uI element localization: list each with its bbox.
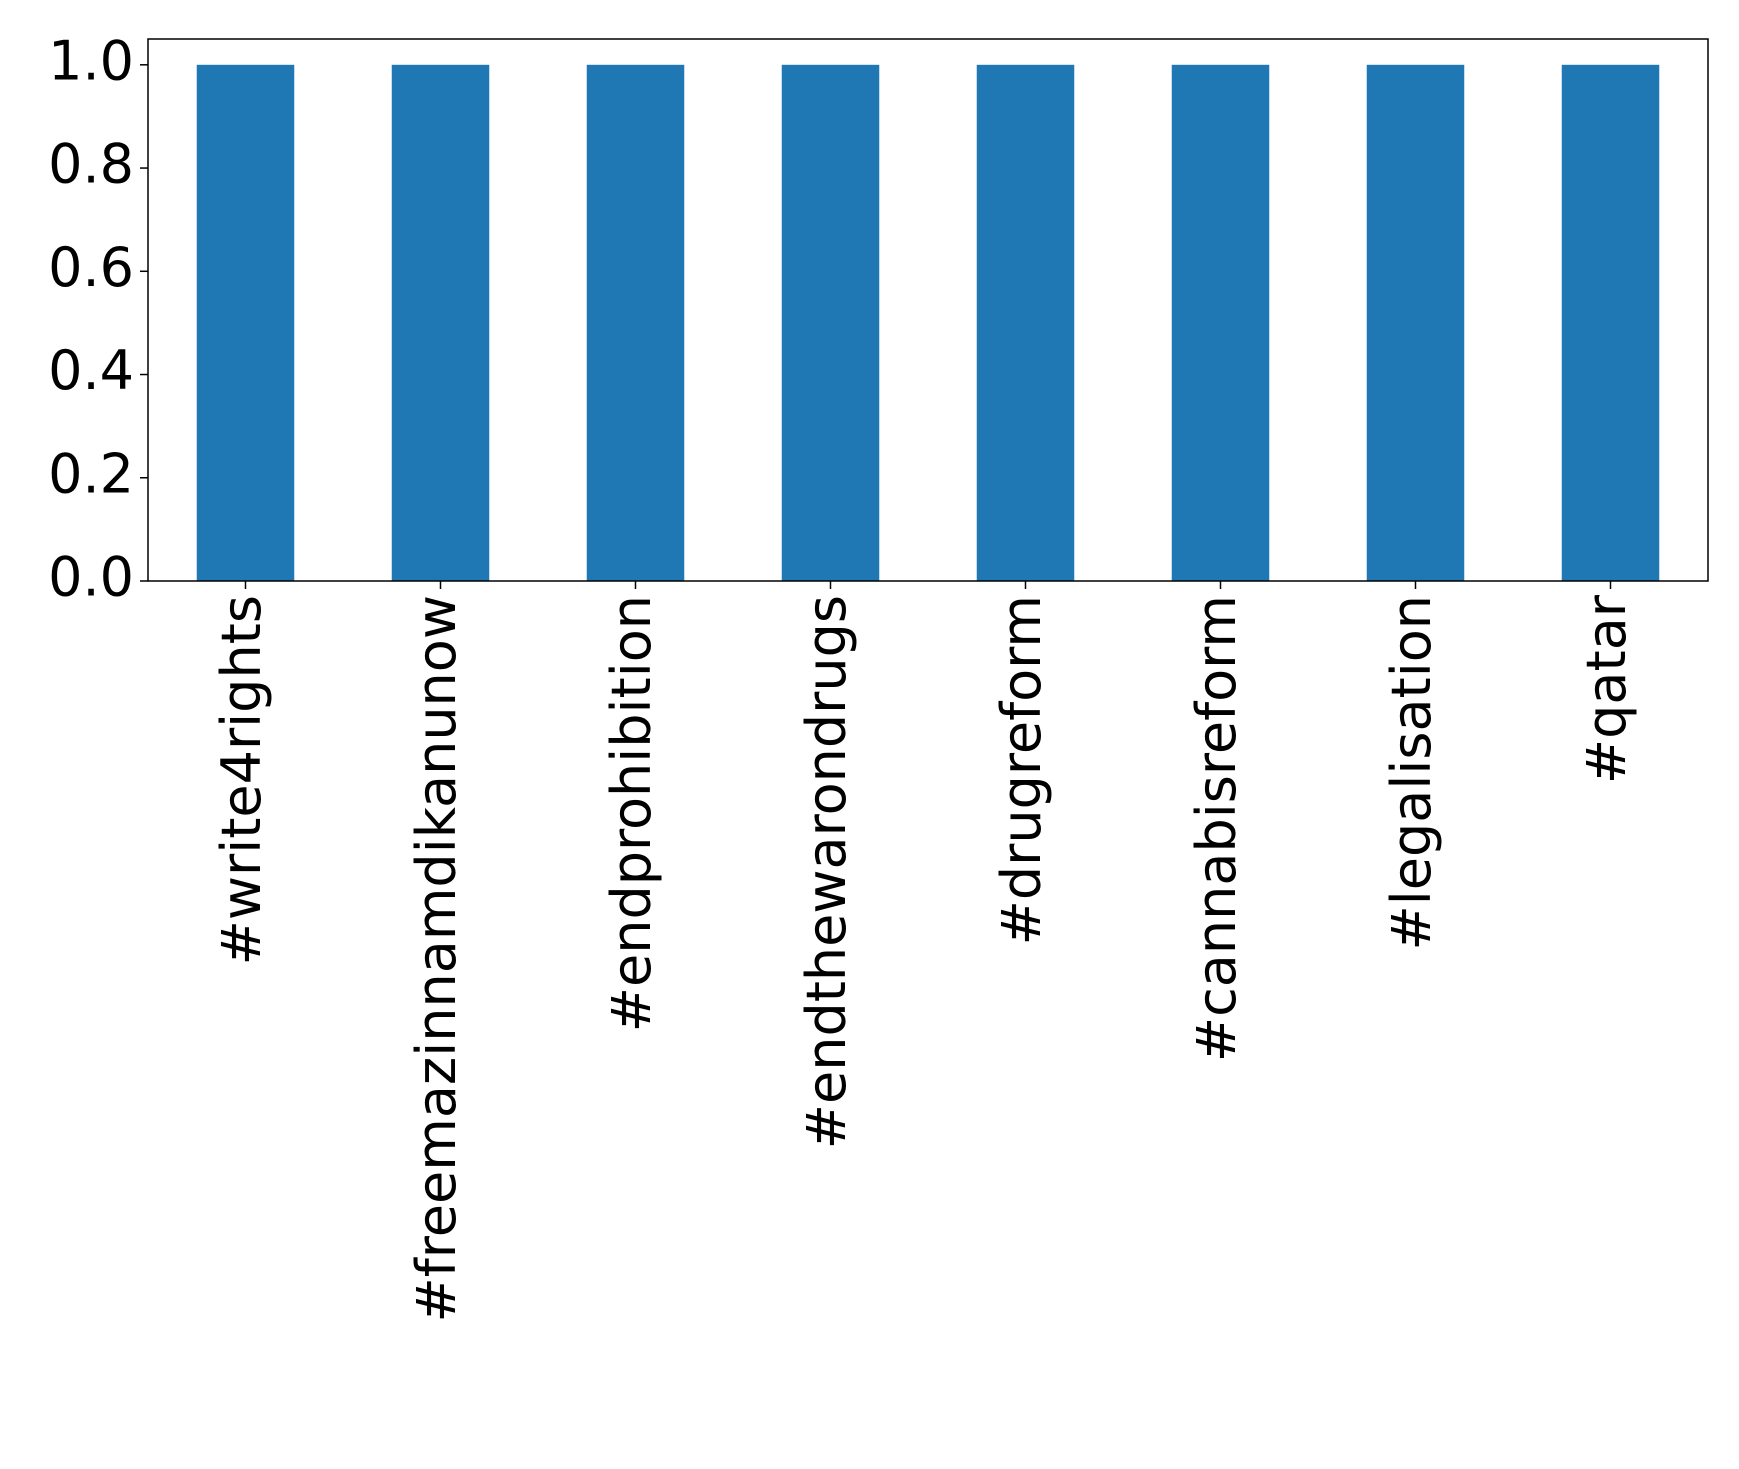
y-tick-label: 0.4 <box>48 339 134 402</box>
bar <box>1561 64 1660 582</box>
bar <box>586 64 685 582</box>
y-tick-label: 0.8 <box>48 133 134 196</box>
bar <box>1366 64 1465 582</box>
x-tick-label: #legalisation <box>1380 595 1443 951</box>
bar <box>391 64 490 582</box>
x-tick-label: #endthewarondrugs <box>795 595 858 1149</box>
bar <box>196 64 295 582</box>
bar <box>1171 64 1270 582</box>
x-tick-label: #qatar <box>1575 594 1638 784</box>
y-tick-label: 0.2 <box>48 442 134 505</box>
plot-frame <box>147 38 1709 582</box>
x-tick-label: #freemazinnamdikanunow <box>405 595 468 1322</box>
y-tick-label: 0.0 <box>48 546 134 609</box>
y-tick-label: 0.6 <box>48 236 134 299</box>
y-tick-label: 1.0 <box>48 29 134 92</box>
x-tick-label: #drugreform <box>990 595 1053 945</box>
bar <box>976 64 1075 582</box>
bar <box>781 64 880 582</box>
x-tick-label: #write4rights <box>210 595 273 965</box>
x-tick-label: #endprohibition <box>600 595 663 1032</box>
x-tick-label: #cannabisreform <box>1185 595 1248 1062</box>
